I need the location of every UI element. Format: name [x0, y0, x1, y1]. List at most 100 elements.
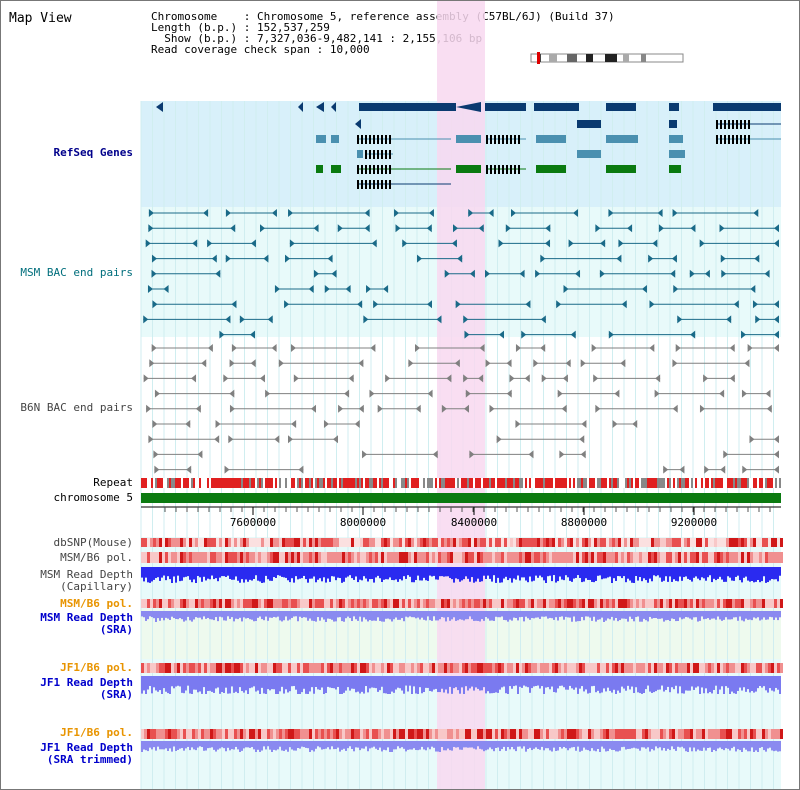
track-label-msm-bac[interactable]: MSM BAC end pairs: [20, 266, 133, 279]
msm-sra-depth: [385, 611, 387, 619]
jf1-trimmed-depth: [539, 741, 541, 750]
msm-pol2-heat: [318, 599, 321, 608]
jf1-pol-heat: [573, 663, 576, 673]
track-label-jf1-pol-1[interactable]: JF1/B6 pol.: [60, 661, 133, 674]
track-label-b6n-bac[interactable]: B6N BAC end pairs: [20, 401, 133, 414]
track-label-repeat[interactable]: Repeat: [93, 476, 133, 489]
msm-pol-heat: [195, 552, 198, 563]
jf1-sra-depth: [591, 676, 593, 687]
jf1-pol-heat: [243, 663, 246, 673]
b6n-bac-end: [699, 404, 705, 413]
msm-sra-depth: [699, 611, 701, 621]
jf1-sra-depth: [757, 676, 759, 689]
jf1-pol-heat: [468, 663, 471, 673]
b6n-bac-end: [250, 359, 256, 368]
jf1-pol-heat: [447, 663, 450, 673]
jf1-trimmed-depth: [735, 741, 737, 752]
jf1-sra-depth: [481, 676, 483, 691]
msm-sra-depth: [541, 611, 543, 617]
msm-capillary-depth: [429, 567, 431, 576]
track-label-jf1-depth-sra[interactable]: JF1 Read Depth (SRA): [40, 677, 133, 701]
jf1-pol-heat: [606, 663, 609, 673]
jf1-pol-heat: [276, 663, 279, 673]
msm-pol2-heat: [306, 599, 309, 608]
track-label-msm-pol-1[interactable]: MSM/B6 pol.: [60, 551, 133, 564]
msm-capillary-depth: [735, 567, 737, 577]
track-label-msm-depth-sra[interactable]: MSM Read Depth (SRA): [40, 612, 133, 636]
track-label-msm-depth-capillary[interactable]: MSM Read Depth (Capillary): [40, 569, 133, 593]
repeat-segment: [585, 478, 587, 488]
b6n-bac-end: [723, 450, 729, 459]
track-label-chromosome[interactable]: chromosome 5: [53, 491, 133, 504]
dbsnp-heat: [618, 538, 621, 547]
msm-pol-heat: [687, 552, 690, 563]
repeat-segment: [147, 478, 149, 488]
jf1-trimmed-depth: [745, 741, 747, 750]
jf1-trimmed-depth: [713, 741, 715, 750]
jf1-pol2-heat: [591, 729, 594, 739]
msm-sra-depth: [661, 611, 663, 619]
msm-capillary-depth: [201, 567, 203, 582]
msm-capillary-depth: [613, 567, 615, 579]
jf1-trimmed-depth: [195, 741, 197, 751]
msm-bac-end: [648, 254, 654, 263]
repeat-segment: [265, 478, 267, 488]
jf1-trimmed-depth: [147, 741, 149, 752]
msm-pol-heat: [738, 552, 741, 563]
msm-bac-end: [145, 239, 151, 248]
msm-capillary-depth: [727, 567, 729, 577]
dbsnp-heat: [462, 538, 465, 547]
gene-exon: [736, 120, 738, 129]
track-label-refseq[interactable]: RefSeq Genes: [53, 146, 133, 159]
msm-pol-heat: [558, 552, 561, 563]
jf1-pol-heat: [333, 663, 336, 673]
dbsnp-heat: [210, 538, 213, 547]
dbsnp-heat: [327, 538, 330, 547]
b6n-bac-end: [744, 359, 750, 368]
msm-sra-depth: [613, 611, 615, 621]
jf1-sra-depth: [143, 676, 145, 691]
track-label-jf1-depth-trimmed[interactable]: JF1 Read Depth (SRA trimmed): [40, 742, 133, 766]
jf1-sra-depth: [471, 676, 473, 687]
dbsnp-heat: [366, 538, 369, 547]
track-label-msm-pol-2[interactable]: MSM/B6 pol.: [60, 597, 133, 610]
jf1-sra-depth: [155, 676, 157, 691]
msm-capillary-depth: [725, 567, 727, 582]
msm-capillary-depth: [171, 567, 173, 583]
msm-capillary-depth: [363, 567, 365, 577]
msm-capillary-depth: [229, 567, 231, 579]
jf1-trimmed-depth: [143, 741, 145, 750]
track-label-dbsnp[interactable]: dbSNP(Mouse): [53, 536, 133, 549]
track-label-jf1-pol-2[interactable]: JF1/B6 pol.: [60, 726, 133, 739]
jf1-trimmed-depth: [213, 741, 215, 750]
dbsnp-heat: [375, 538, 378, 547]
msm-pol-heat: [573, 552, 576, 563]
jf1-pol2-heat: [543, 729, 546, 739]
repeat-segment: [185, 478, 187, 488]
msm-capillary-depth: [251, 567, 253, 581]
b6n-bac-end: [612, 420, 618, 428]
msm-sra-depth: [217, 611, 219, 622]
jf1-sra-depth: [293, 676, 295, 687]
msm-pol-heat: [570, 552, 573, 563]
dbsnp-heat: [273, 538, 276, 547]
msm-sra-depth: [593, 611, 595, 617]
jf1-trimmed-depth: [663, 741, 665, 748]
jf1-trimmed-depth: [331, 741, 333, 747]
msm-sra-depth: [493, 611, 495, 621]
jf1-trimmed-depth: [385, 741, 387, 751]
msm-pol-heat: [351, 552, 354, 563]
msm-sra-depth: [211, 611, 213, 620]
jf1-pol2-heat: [531, 729, 534, 739]
msm-pol2-heat: [267, 599, 270, 608]
dbsnp-heat: [291, 538, 294, 547]
jf1-trimmed-depth: [281, 741, 283, 751]
msm-pol-heat: [498, 552, 501, 563]
jf1-sra-depth: [649, 676, 651, 692]
msm-capillary-depth: [417, 567, 419, 576]
msm-sra-depth: [453, 611, 455, 618]
repeat-segment: [171, 478, 173, 488]
jf1-sra-depth: [355, 676, 357, 693]
jf1-sra-depth: [333, 676, 335, 689]
